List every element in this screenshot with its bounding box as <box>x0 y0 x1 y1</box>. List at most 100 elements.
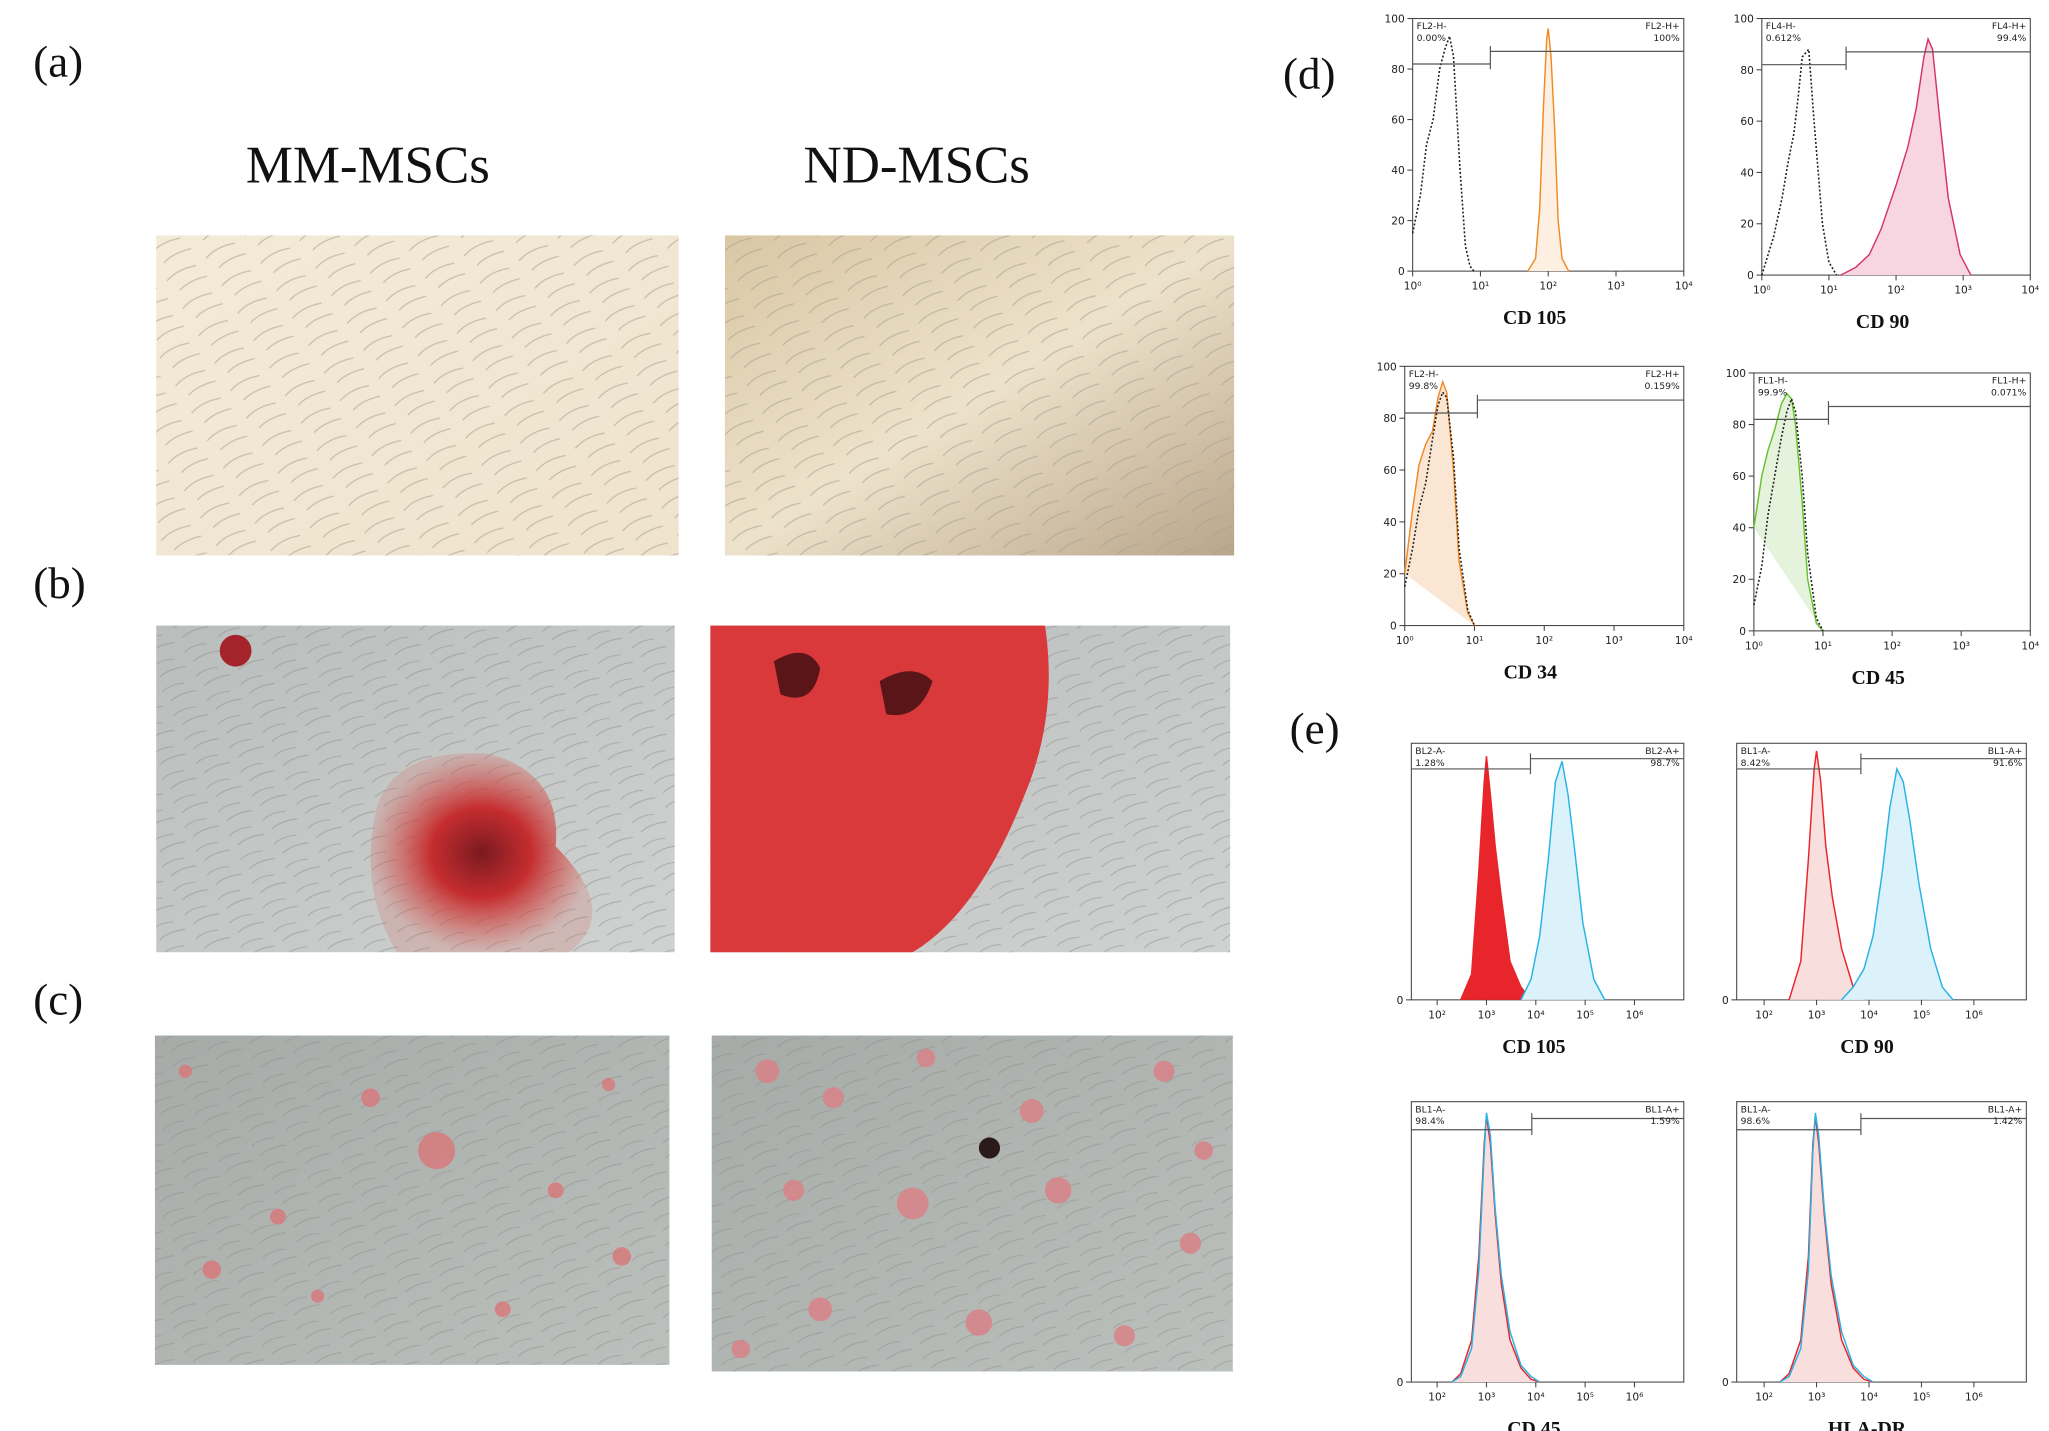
x-tick-label: 10⁶ <box>1965 1392 1983 1404</box>
x-tick-label: 10³ <box>1478 1009 1496 1021</box>
x-tick-label: 10⁵ <box>1913 1392 1931 1404</box>
x-tick-label: 10² <box>1428 1009 1446 1021</box>
x-tick-label: 10¹ <box>1820 285 1838 297</box>
x-axis-label: CD 90 <box>1856 311 1910 333</box>
y-tick-label: 100 <box>1377 361 1397 373</box>
x-tick-label: 10⁵ <box>1576 1392 1594 1404</box>
histogram: 10² 10³ 10⁴ 10⁵ 10⁶ 0 BL1-A-98.6% BL1-A+1.42% HL… <box>1722 1101 2027 1431</box>
histogram: 10² 10³ 10⁴ 10⁵ 10⁶ 0 BL1-A-98.4% BL1-A+1.59% CD… <box>1397 1101 1685 1431</box>
y-tick-label: 40 <box>1383 517 1397 529</box>
y-tick-label: 80 <box>1391 64 1405 76</box>
x-tick-label: 10⁴ <box>2021 285 2039 297</box>
histogram: 10⁰ 10¹ 10² 10³ 10⁴ 0 20 40 60 80 100 FL2-H-99.8% FL… <box>1377 361 1693 683</box>
histogram-curve <box>1788 750 1865 1001</box>
micrograph <box>724 235 1235 556</box>
histogram-curve <box>1403 390 1476 626</box>
histogram-curve <box>1761 47 1838 276</box>
x-tick-label: 10⁰ <box>1396 635 1414 647</box>
gate-name: BL1-A- <box>1741 1104 1771 1115</box>
gate-name: BL2-A+ <box>1645 746 1680 757</box>
gate-name: FL4-H+ <box>1992 21 2026 32</box>
x-tick-label: 10⁴ <box>2021 640 2039 652</box>
x-tick-label: 10² <box>1428 1392 1446 1404</box>
gate-percent: 99.8% <box>1409 381 1439 392</box>
histogram-curve <box>1841 766 1954 1001</box>
x-tick-label: 10⁴ <box>1860 1009 1878 1021</box>
plot-frame <box>1761 17 2031 276</box>
gate-name: BL1-A+ <box>1645 1104 1680 1115</box>
panel-label: (b) <box>33 558 85 608</box>
x-axis-label: CD 45 <box>1852 667 1906 689</box>
gate-percent: 1.59% <box>1650 1116 1680 1127</box>
y-tick-label: 80 <box>1383 413 1397 425</box>
y-tick-label: 80 <box>1740 65 1754 77</box>
x-axis-label: CD 45 <box>1507 1418 1561 1431</box>
gate-name: BL1-A+ <box>1988 1104 2023 1115</box>
histogram: 10² 10³ 10⁴ 10⁵ 10⁶ 0 BL1-A-8.42% BL1-A+91.6% CD… <box>1722 742 2027 1058</box>
gate-name: BL1-A- <box>1741 746 1771 757</box>
gate-percent: 1.42% <box>1993 1116 2023 1127</box>
y-tick-label: 0 <box>1722 995 1729 1007</box>
micrograph <box>156 235 679 556</box>
x-tick-label: 10⁶ <box>1626 1392 1644 1404</box>
y-tick-label: 20 <box>1732 574 1746 586</box>
y-tick-label: 0 <box>1397 995 1404 1007</box>
gate-percent: 99.4% <box>1997 33 2027 44</box>
histogram: 10⁰ 10¹ 10² 10³ 10⁴ 0 20 40 60 80 100 FL1-H-99.9% FL… <box>1726 368 2039 689</box>
x-axis-label: CD 105 <box>1502 1036 1565 1058</box>
y-tick-label: 0 <box>1398 266 1405 278</box>
gate-percent: 1.28% <box>1415 758 1445 769</box>
panel-label: (c) <box>33 974 83 1024</box>
y-tick-label: 20 <box>1383 569 1397 581</box>
x-tick-label: 10⁴ <box>1527 1392 1545 1404</box>
histogram-curve <box>1840 36 1972 276</box>
y-tick-label: 0 <box>1397 1377 1404 1389</box>
x-tick-label: 10⁴ <box>1860 1392 1878 1404</box>
x-tick-label: 10³ <box>1605 635 1623 647</box>
x-tick-label: 10⁴ <box>1675 635 1693 647</box>
x-tick-label: 10⁵ <box>1576 1009 1594 1021</box>
histogram-curve <box>1520 761 1606 1001</box>
x-tick-label: 10² <box>1539 281 1557 293</box>
panel-label: (a) <box>33 37 83 87</box>
histogram-curve <box>1411 33 1475 272</box>
micrograph <box>154 1035 670 1365</box>
x-tick-label: 10⁴ <box>1675 281 1693 293</box>
x-tick-label: 10¹ <box>1472 281 1490 293</box>
x-tick-label: 10² <box>1755 1009 1773 1021</box>
micrograph <box>710 625 1231 953</box>
micrograph <box>711 1035 1233 1372</box>
y-tick-label: 100 <box>1726 368 1746 380</box>
gate-name: FL1-H+ <box>1992 376 2026 387</box>
histogram-curve <box>1753 396 1824 632</box>
x-tick-label: 10³ <box>1808 1009 1826 1021</box>
gate-name: FL1-H- <box>1758 376 1788 387</box>
x-tick-label: 10⁰ <box>1745 640 1763 652</box>
y-tick-label: 100 <box>1734 13 1754 25</box>
x-tick-label: 10² <box>1535 635 1553 647</box>
y-tick-label: 60 <box>1383 465 1397 477</box>
x-tick-label: 10⁶ <box>1626 1009 1644 1021</box>
y-tick-label: 20 <box>1391 216 1405 228</box>
y-tick-label: 40 <box>1740 167 1754 179</box>
x-tick-label: 10⁶ <box>1965 1009 1983 1021</box>
x-tick-label: 10¹ <box>1814 640 1832 652</box>
panel-label: (d) <box>1283 49 1335 99</box>
gate-name: FL2-H+ <box>1645 21 1679 32</box>
gate-percent: 0.00% <box>1417 33 1447 44</box>
y-tick-label: 40 <box>1732 523 1746 535</box>
gate-name: BL2-A- <box>1415 746 1445 757</box>
gate-percent: 0.612% <box>1766 33 1801 44</box>
gate-percent: 99.9% <box>1758 387 1788 398</box>
y-tick-label: 0 <box>1747 270 1754 282</box>
histogram: 10⁰ 10¹ 10² 10³ 10⁴ 0 20 40 60 80 100 FL4-H-0.612% F… <box>1734 13 2039 333</box>
histogram-curve <box>1404 379 1476 626</box>
y-tick-label: 20 <box>1740 219 1754 231</box>
gate-name: FL4-H- <box>1766 21 1796 32</box>
x-tick-label: 10³ <box>1808 1392 1826 1404</box>
plot-frame <box>1736 1101 2027 1383</box>
gate-percent: 98.6% <box>1741 1116 1771 1127</box>
gate-name: FL2-H- <box>1409 369 1439 380</box>
y-tick-label: 60 <box>1732 471 1746 483</box>
column-header: ND-MSCs <box>804 137 1030 195</box>
